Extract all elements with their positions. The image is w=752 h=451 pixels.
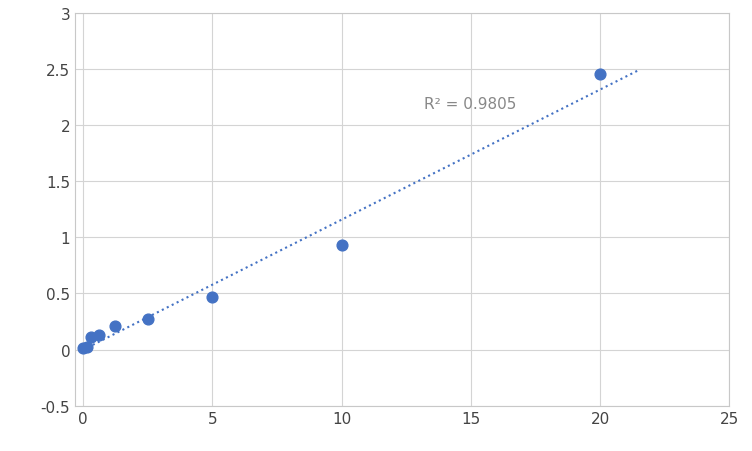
Text: R² = 0.9805: R² = 0.9805: [424, 97, 517, 112]
Point: [81, 344, 93, 351]
Point: [109, 323, 121, 330]
Point: [335, 242, 347, 249]
Point: [93, 331, 105, 339]
Point: [594, 72, 606, 79]
Point: [77, 345, 89, 352]
Point: [141, 316, 153, 323]
Point: [206, 294, 218, 301]
Point: [85, 334, 97, 341]
